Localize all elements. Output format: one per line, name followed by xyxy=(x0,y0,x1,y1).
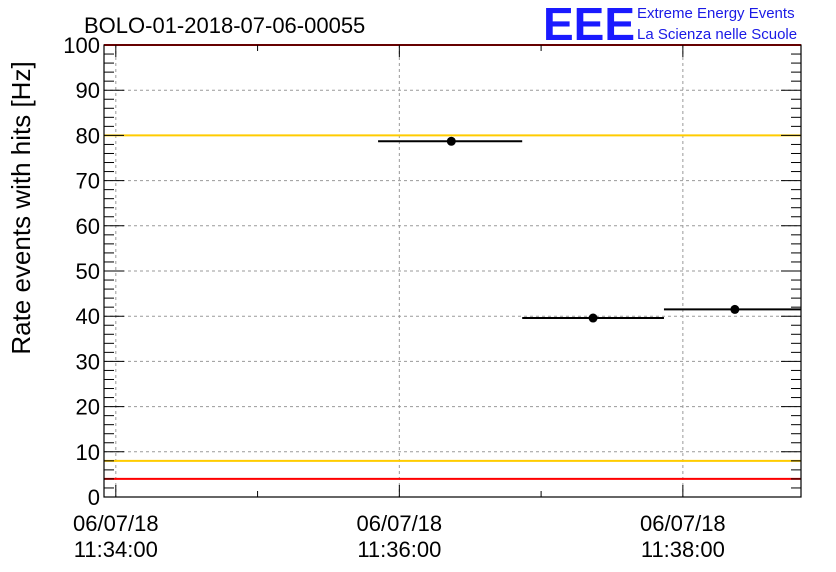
axis-ticks xyxy=(104,44,801,498)
y-tick-label: 0 xyxy=(88,485,100,510)
y-tick-label: 40 xyxy=(76,304,100,329)
data-point-marker xyxy=(730,304,740,314)
data-points xyxy=(378,136,801,323)
y-tick-label: 10 xyxy=(76,440,100,465)
y-tick-label: 60 xyxy=(76,214,100,239)
data-point-marker xyxy=(588,313,598,323)
chart-title: BOLO-01-2018-07-06-00055 xyxy=(84,13,365,38)
x-tick-date-label: 06/07/18 xyxy=(357,511,443,536)
reference-lines xyxy=(104,44,801,480)
data-point-marker xyxy=(446,136,456,146)
grid xyxy=(104,45,801,497)
logo-line-2: La Scienza nelle Scuole xyxy=(637,26,797,43)
y-tick-label: 50 xyxy=(76,259,100,284)
tick-labels: 010203040506070809010006/07/1811:34:0006… xyxy=(63,33,725,562)
eee-logo: EEE Extreme Energy Events La Scienza nel… xyxy=(543,0,797,50)
logo-line-1: Extreme Energy Events xyxy=(637,5,795,22)
x-tick-time-label: 11:34:00 xyxy=(74,537,158,562)
x-tick-date-label: 06/07/18 xyxy=(73,511,159,536)
x-tick-date-label: 06/07/18 xyxy=(640,511,726,536)
y-tick-label: 80 xyxy=(76,123,100,148)
y-tick-label: 20 xyxy=(76,395,100,420)
y-tick-label: 90 xyxy=(76,78,100,103)
x-tick-time-label: 11:38:00 xyxy=(641,537,725,562)
y-axis-title: Rate events with hits [Hz] xyxy=(6,61,36,354)
y-tick-label: 100 xyxy=(63,33,100,58)
x-tick-time-label: 11:36:00 xyxy=(357,537,441,562)
logo-mark: EEE xyxy=(543,0,635,50)
y-tick-label: 30 xyxy=(76,349,100,374)
y-tick-label: 70 xyxy=(76,169,100,194)
